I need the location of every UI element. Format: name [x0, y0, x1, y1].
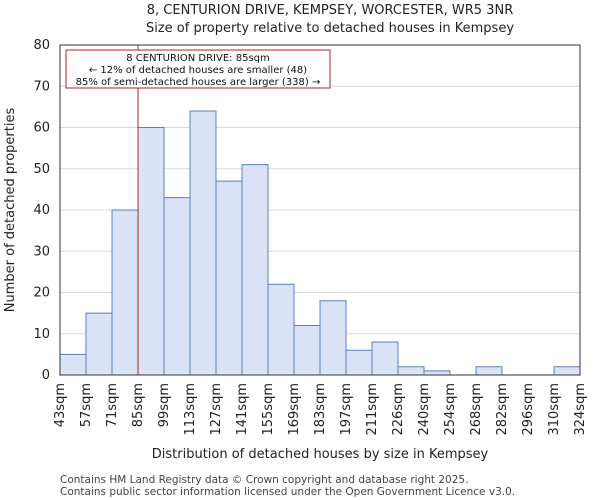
bar-183sqm — [319, 300, 347, 376]
annotation-line-1: 8 CENTURION DRIVE: 85sqm — [126, 53, 270, 64]
x-tick-label: 141sqm — [235, 383, 250, 436]
bar-57sqm — [85, 312, 113, 376]
annotation-line-3: 85% of semi-detached houses are larger (… — [76, 77, 321, 88]
x-tick-label: 296sqm — [521, 383, 536, 436]
bars — [59, 110, 581, 376]
x-tick-label: 155sqm — [261, 383, 276, 436]
x-tick-label: 71sqm — [105, 383, 120, 427]
bar-211sqm — [371, 341, 399, 376]
y-tick-label: 30 — [33, 244, 50, 259]
bar-85sqm — [137, 127, 165, 376]
y-axis-label: Number of detached properties — [3, 108, 18, 313]
bar-240sqm — [423, 370, 451, 376]
x-tick-label: 127sqm — [209, 383, 224, 436]
y-tick-label: 80 — [33, 38, 50, 53]
annotation-line-2: ← 12% of detached houses are smaller (48… — [89, 65, 307, 76]
bar-197sqm — [345, 349, 373, 376]
bar-71sqm — [111, 209, 139, 376]
bar-113sqm — [189, 110, 217, 376]
x-tick-label: 268sqm — [469, 383, 484, 436]
y-tick-label: 10 — [33, 327, 50, 342]
annotation-border — [65, 49, 331, 89]
chart-title: 8, CENTURION DRIVE, KEMPSEY, WORCESTER, … — [147, 3, 513, 18]
x-tick-label: 183sqm — [313, 383, 328, 436]
x-tick-label: 324sqm — [573, 383, 588, 436]
y-tick-label: 0 — [42, 368, 50, 383]
plot-frame — [59, 44, 581, 376]
y-tick-label: 50 — [33, 162, 50, 177]
x-axis-label: Distribution of detached houses by size … — [152, 447, 489, 462]
footer-line-1: Contains HM Land Registry data © Crown c… — [60, 474, 468, 486]
bar-99sqm — [163, 197, 191, 376]
y-tick-label: 60 — [33, 121, 50, 136]
bar-268sqm — [475, 366, 503, 376]
x-tick-label: 99sqm — [157, 383, 172, 427]
x-tick-label: 240sqm — [417, 383, 432, 436]
bar-141sqm — [241, 164, 269, 376]
x-tick-label: 85sqm — [131, 383, 146, 427]
bar-43sqm — [59, 353, 87, 376]
bar-169sqm — [293, 325, 321, 376]
bar-226sqm — [397, 366, 425, 376]
x-tick-label: 226sqm — [391, 383, 406, 436]
bar-127sqm — [215, 180, 243, 376]
x-tick-label: 282sqm — [495, 383, 510, 436]
y-tick-label: 20 — [33, 286, 50, 301]
x-tick-labels: 43sqm 57sqm 71sqm 85sqm 99sqm 113sqm 127sqm 141… — [53, 383, 588, 436]
x-tick-label: 211sqm — [365, 383, 380, 436]
footer-line-2: Contains public sector information licen… — [60, 486, 515, 498]
annotation-box: 8 CENTURION DRIVE: 85sqm ← 12% of detach… — [65, 49, 331, 89]
bar-155sqm — [267, 283, 295, 376]
x-tick-label: 43sqm — [53, 383, 68, 427]
x-tick-label: 310sqm — [547, 383, 562, 436]
x-tick-label: 57sqm — [79, 383, 94, 427]
chart-subtitle: Size of property relative to detached ho… — [146, 21, 514, 36]
x-tick-label: 197sqm — [339, 383, 354, 436]
x-tick-label: 254sqm — [443, 383, 458, 436]
y-tick-labels: 0 10 20 30 40 50 60 70 80 — [33, 38, 50, 383]
x-tick-label: 113sqm — [183, 383, 198, 436]
y-tick-label: 70 — [33, 79, 50, 94]
bar-310sqm — [553, 366, 581, 376]
y-tick-label: 40 — [33, 203, 50, 218]
x-tick-label: 169sqm — [287, 383, 302, 436]
